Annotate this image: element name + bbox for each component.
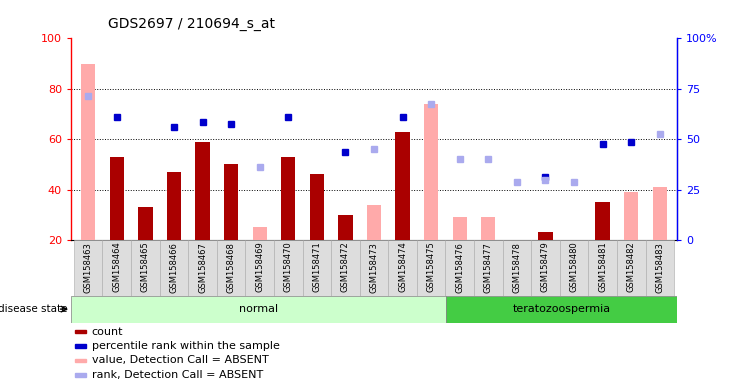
Bar: [75, 330, 86, 333]
Bar: [138, 207, 153, 240]
Text: GSM158467: GSM158467: [198, 242, 207, 293]
Text: GSM158471: GSM158471: [313, 242, 322, 293]
Text: GSM158468: GSM158468: [227, 242, 236, 293]
Text: GSM158463: GSM158463: [84, 242, 93, 293]
Bar: [388, 240, 417, 296]
Bar: [453, 217, 467, 240]
Bar: [131, 240, 159, 296]
Text: teratozoospermia: teratozoospermia: [512, 304, 610, 314]
Text: GSM158472: GSM158472: [341, 242, 350, 293]
Text: GSM158466: GSM158466: [170, 242, 179, 293]
Text: GSM158479: GSM158479: [541, 242, 550, 293]
Bar: [281, 157, 295, 240]
Bar: [188, 240, 217, 296]
Bar: [589, 240, 617, 296]
Bar: [424, 104, 438, 240]
Bar: [474, 240, 503, 296]
Bar: [75, 344, 86, 348]
Bar: [217, 240, 245, 296]
Bar: [75, 373, 86, 377]
Bar: [195, 142, 209, 240]
Text: GSM158476: GSM158476: [456, 242, 465, 293]
Bar: [71, 296, 446, 323]
Text: GSM158465: GSM158465: [141, 242, 150, 293]
Bar: [253, 227, 267, 240]
Bar: [224, 164, 239, 240]
Bar: [302, 240, 331, 296]
Bar: [396, 132, 410, 240]
Bar: [653, 187, 667, 240]
Bar: [503, 240, 531, 296]
Text: GDS2697 / 210694_s_at: GDS2697 / 210694_s_at: [108, 17, 275, 31]
Bar: [81, 64, 95, 240]
Bar: [646, 240, 674, 296]
Bar: [310, 174, 324, 240]
Bar: [539, 232, 553, 240]
Text: normal: normal: [239, 304, 278, 314]
Text: GSM158473: GSM158473: [370, 242, 378, 293]
Text: GSM158474: GSM158474: [398, 242, 407, 293]
Text: percentile rank within the sample: percentile rank within the sample: [91, 341, 280, 351]
Text: GSM158469: GSM158469: [255, 242, 264, 293]
Bar: [367, 205, 381, 240]
Text: rank, Detection Call = ABSENT: rank, Detection Call = ABSENT: [91, 370, 263, 380]
Bar: [595, 202, 610, 240]
Bar: [617, 240, 646, 296]
Text: value, Detection Call = ABSENT: value, Detection Call = ABSENT: [91, 356, 269, 366]
Text: count: count: [91, 327, 123, 337]
Text: disease state: disease state: [0, 304, 67, 314]
Bar: [446, 240, 474, 296]
Bar: [331, 240, 360, 296]
Bar: [531, 240, 560, 296]
Bar: [338, 215, 352, 240]
Bar: [167, 172, 181, 240]
Text: GSM158480: GSM158480: [569, 242, 578, 293]
Bar: [102, 240, 131, 296]
Bar: [481, 217, 495, 240]
Text: GSM158483: GSM158483: [655, 242, 664, 293]
Bar: [446, 296, 677, 323]
Text: GSM158481: GSM158481: [598, 242, 607, 293]
Bar: [110, 157, 124, 240]
Text: GSM158482: GSM158482: [627, 242, 636, 293]
Bar: [159, 240, 188, 296]
Text: GSM158470: GSM158470: [283, 242, 292, 293]
Bar: [560, 240, 589, 296]
Text: GSM158475: GSM158475: [426, 242, 435, 293]
Bar: [75, 359, 86, 362]
Text: GSM158478: GSM158478: [512, 242, 521, 293]
Bar: [417, 240, 446, 296]
Bar: [624, 192, 638, 240]
Text: GSM158477: GSM158477: [484, 242, 493, 293]
Bar: [360, 240, 388, 296]
Text: GSM158464: GSM158464: [112, 242, 121, 293]
Bar: [245, 240, 274, 296]
Bar: [74, 240, 102, 296]
Bar: [274, 240, 302, 296]
